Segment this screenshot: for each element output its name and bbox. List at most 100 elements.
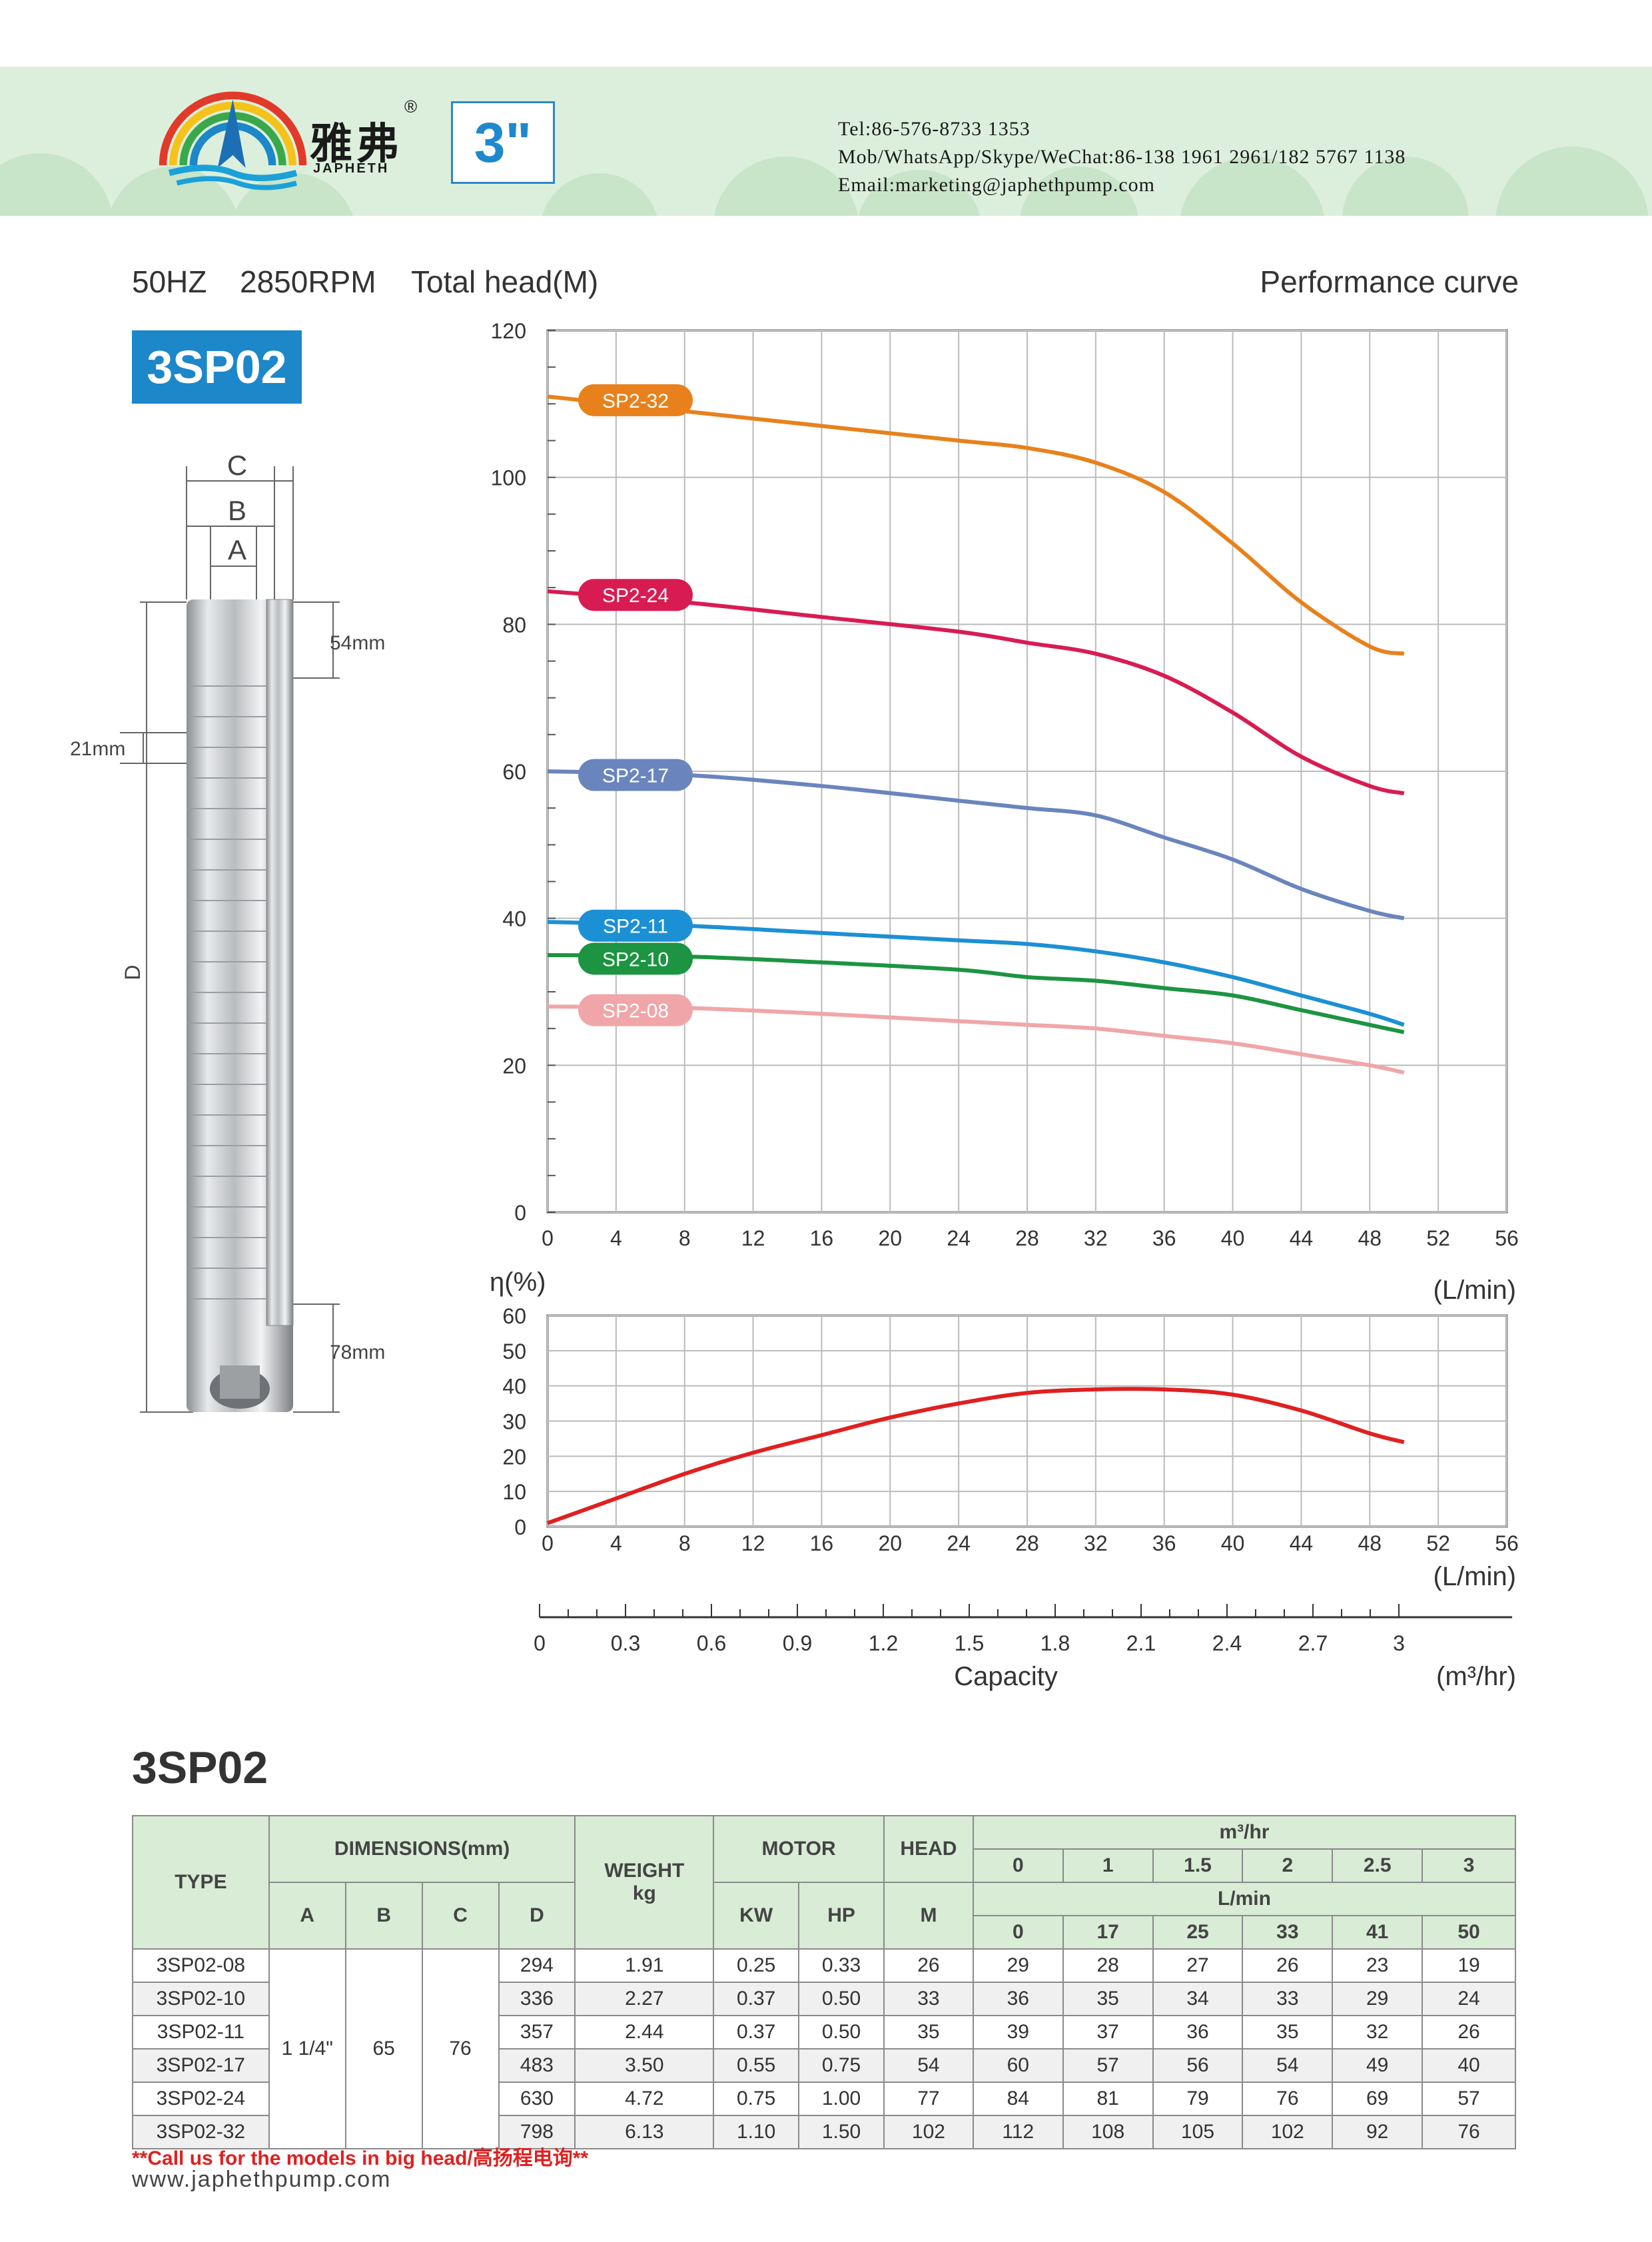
th-m3hr-value: 0	[972, 1848, 1064, 1883]
series-label-bg	[578, 384, 693, 416]
header-cloud-decoration	[0, 147, 1649, 216]
table-cell: 0.37	[713, 1982, 800, 2016]
th-head-unit: M	[883, 1882, 974, 1950]
head-ytick-label: 20	[502, 1054, 526, 1078]
table-cell: 1.00	[798, 2081, 885, 2116]
spec-frequency: 50HZ	[132, 264, 207, 299]
capacity-tick-label: 0.3	[611, 1631, 640, 1655]
efficiency-curve	[546, 1387, 1405, 1525]
contact-email: Email:marketing@japhethpump.com	[838, 174, 1156, 196]
head-ytick-label: 40	[502, 907, 526, 931]
table-cell: 56	[1152, 2048, 1244, 2083]
table-cell: 60	[972, 2048, 1064, 2083]
table-cell: 3SP02-08	[132, 1948, 270, 1983]
table-cell: 79	[1152, 2081, 1244, 2116]
head-xtick-label: 40	[1221, 1226, 1245, 1250]
table-cell: 36	[1152, 2015, 1244, 2050]
table-cell: 630	[498, 2081, 576, 2116]
th-lmin-value: 25	[1152, 1915, 1244, 1950]
table-cell: 3SP02-32	[132, 2115, 270, 2149]
head-ytick-label: 60	[502, 760, 526, 784]
table-cell: 77	[883, 2081, 974, 2116]
th-head: HEAD	[883, 1815, 974, 1883]
table-cell: 36	[972, 1982, 1064, 2016]
curve-sp2-10	[547, 952, 1405, 1034]
th-lmin-value: 0	[972, 1915, 1064, 1950]
efficiency-xtick-label: 52	[1426, 1531, 1450, 1555]
dim-label-c: C	[227, 450, 247, 481]
dim-label-bottom-length: 78mm	[330, 1341, 385, 1363]
table-cell: 26	[1422, 2015, 1516, 2050]
series-label-sp2-17: SP2-17	[602, 765, 669, 787]
table-cell: 4.72	[574, 2081, 715, 2116]
table-cell: 19	[1422, 1948, 1516, 1983]
table-cell: 798	[498, 2115, 576, 2149]
series-label-sp2-11: SP2-11	[603, 916, 668, 938]
brand-english-name: JAPHETH	[313, 161, 390, 176]
efficiency-axis-title: η(%)	[490, 1268, 546, 1297]
table-cell: 28	[1062, 1948, 1154, 1983]
series-label-bg	[578, 909, 693, 942]
website-url: www.japhethpump.com	[132, 2167, 392, 2192]
table-cell: 0.50	[798, 1982, 885, 2016]
head-xtick-label: 20	[878, 1226, 902, 1250]
th-b: B	[344, 1882, 423, 1950]
table-cell: 0.75	[798, 2048, 885, 2083]
series-label-bg	[578, 579, 693, 611]
table-cell: 1.50	[798, 2115, 885, 2149]
table-row: 3SP02-11 357 2.44 0.37 0.50 35 39 37 36 35 32 26	[132, 2015, 1516, 2050]
table-cell: 1 1/4"	[268, 1948, 346, 2149]
table-cell: 29	[972, 1948, 1064, 1983]
big-head-note: **Call us for the models in big head/高扬程…	[132, 2147, 589, 2169]
head-xtick-label: 8	[679, 1226, 691, 1250]
th-type: TYPE	[132, 1815, 270, 1950]
head-xtick-label: 56	[1495, 1226, 1519, 1250]
table-cell: 0.37	[713, 2015, 800, 2050]
table-cell: 57	[1062, 2048, 1154, 2083]
head-xtick-label: 44	[1290, 1226, 1314, 1250]
table-cell: 29	[1332, 1982, 1424, 2016]
table-cell: 3SP02-24	[132, 2081, 270, 2116]
head-ytick-label: 100	[491, 466, 526, 490]
dim-label-d: D	[121, 964, 145, 980]
curve-sp2-11	[547, 920, 1405, 1027]
th-dimensions: DIMENSIONS(mm)	[268, 1815, 576, 1883]
table-cell: 294	[498, 1948, 576, 1983]
dim-label-b: B	[228, 495, 246, 526]
table-cell: 6.13	[574, 2115, 715, 2149]
table-cell: 27	[1152, 1948, 1244, 1983]
th-m3hr: m³/hr	[972, 1815, 1517, 1850]
efficiency-xtick-label: 4	[610, 1531, 622, 1555]
performance-title: Performance curve	[1260, 264, 1519, 299]
table-cell: 0.33	[798, 1948, 885, 1983]
th-weight: WEIGHT kg	[574, 1815, 715, 1950]
th-d: D	[498, 1882, 576, 1950]
japheth-logo	[159, 91, 307, 190]
capacity-tick-label: 1.8	[1040, 1631, 1070, 1655]
size-badge: 3"	[451, 101, 555, 184]
th-c: C	[421, 1882, 500, 1950]
table-cell: 0.55	[713, 2048, 800, 2083]
table-cell: 35	[883, 2015, 974, 2050]
table-cell: 57	[1422, 2081, 1516, 2116]
capacity-tick-label: 0.6	[697, 1631, 726, 1655]
table-cell: 112	[972, 2115, 1064, 2149]
table-cell: 81	[1062, 2081, 1154, 2116]
curve-sp2-08	[547, 1004, 1405, 1075]
capacity-axis-title: Capacity	[954, 1662, 1058, 1691]
table-row: 3SP02-32 798 6.13 1.10 1.50 102 112 108 105 102 92…	[132, 2115, 1516, 2149]
th-m3hr-value: 2.5	[1332, 1848, 1424, 1883]
table-cell: 65	[344, 1948, 423, 2149]
table-cell: 2.44	[574, 2015, 715, 2050]
header-band	[0, 67, 1652, 216]
contact-block: Tel:86-576-8733 1353 Mob/WhatsApp/Skype/…	[838, 115, 1406, 199]
head-xtick-label: 12	[741, 1226, 765, 1250]
table-cell: 54	[1242, 2048, 1334, 2083]
capacity-tick-label: 3	[1393, 1631, 1405, 1655]
table-row: 3SP02-10 336 2.27 0.37 0.50 33 36 35 34 33 29 24	[132, 1982, 1516, 2016]
capacity-tick-label: 1.5	[955, 1631, 984, 1655]
efficiency-xtick-label: 32	[1084, 1531, 1108, 1555]
table-cell: 357	[498, 2015, 576, 2050]
